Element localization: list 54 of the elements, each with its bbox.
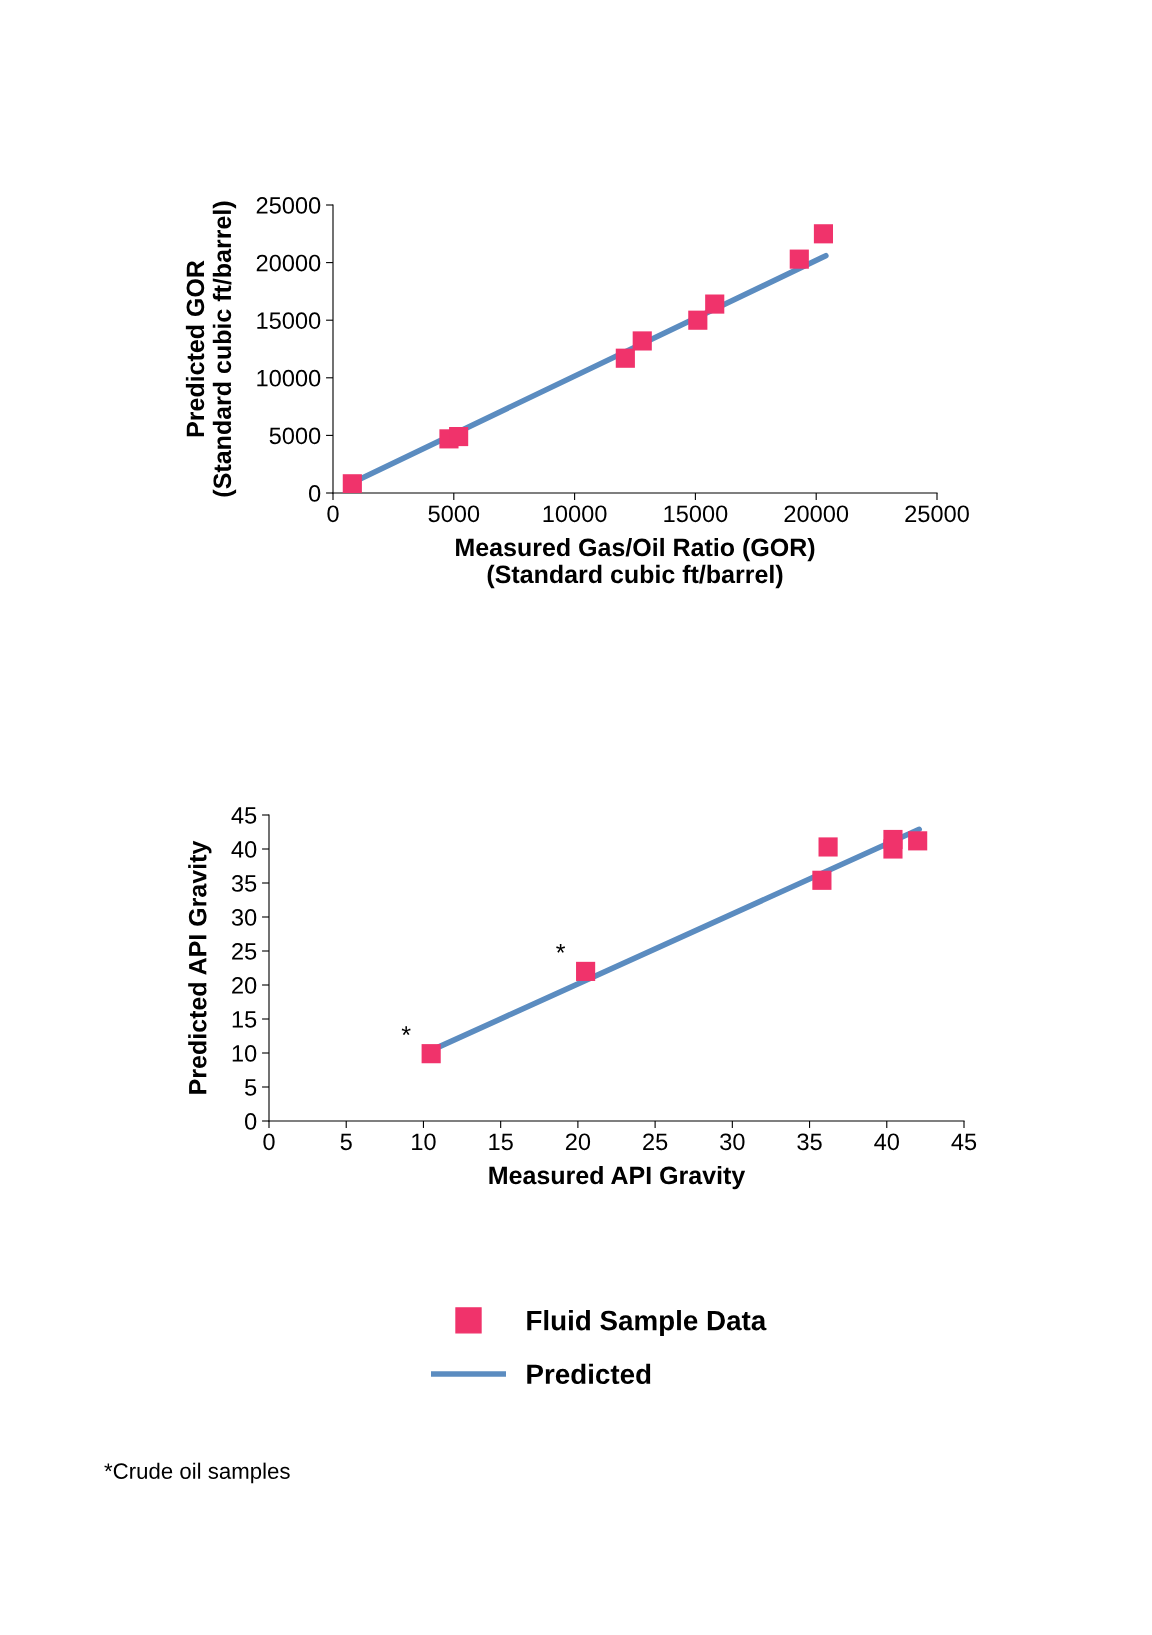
y-tick-label: 25000 (256, 197, 321, 214)
point (615, 348, 635, 368)
y-tick-label: 5000 (269, 427, 321, 445)
y-axis-title: Predicted GOR (Standard cubic ft/barrel) (185, 201, 237, 497)
point (688, 310, 708, 330)
x-tick-label: 0 (327, 505, 339, 523)
y-tick-label: 40 (231, 841, 257, 858)
point (812, 870, 832, 890)
y-tick-label: 30 (231, 909, 257, 926)
point (813, 224, 834, 244)
y-tick-label: 0 (244, 1113, 257, 1130)
y-tick-label: 20000 (256, 254, 321, 272)
point (818, 837, 838, 857)
x-tick-label: 35 (797, 1133, 822, 1151)
y-tick-label: 15000 (257, 312, 321, 329)
y-tick-label: 10000 (257, 369, 321, 387)
x-tick-label: 5000 (428, 505, 480, 523)
x-tick-label: 20000 (784, 505, 849, 523)
x-tick-label: 15 (489, 1133, 513, 1151)
x-tick-label: 40 (874, 1133, 899, 1151)
y-tick-label: 0 (308, 485, 321, 502)
x-tick-label: 30 (720, 1133, 745, 1151)
y-tick-label: 25 (232, 943, 257, 960)
y-tick-label: 5 (245, 1079, 257, 1096)
x-tick-label: 10 (412, 1133, 436, 1151)
point (789, 249, 809, 269)
annotation: * (556, 944, 566, 953)
y-axis-title: Predicted API Gravity (188, 840, 212, 1094)
point (632, 331, 652, 351)
x-tick-label: 25 (643, 1133, 668, 1151)
y-tick-label: 35 (231, 875, 257, 892)
x-tick-label: 45 (951, 1133, 977, 1151)
legend-label: Fluid Sample Data (527, 1310, 767, 1336)
y-tick-label: 10 (232, 1045, 257, 1062)
x-tick-label: 5 (340, 1133, 352, 1151)
point (576, 961, 596, 981)
x-tick-label: 25000 (905, 505, 969, 523)
y-tick-label: 20 (232, 977, 257, 994)
x-tick-label: 15000 (664, 505, 728, 523)
x-tick-label: 10000 (543, 505, 607, 523)
point (908, 831, 928, 851)
x-axis-title: Measured Gas/Oil Ratio (GOR) (Standard cubic ft/barrel) (456, 537, 815, 589)
point (705, 294, 725, 314)
y-tick-label: 45 (231, 807, 257, 824)
point (449, 426, 469, 447)
annotation: * (401, 1026, 411, 1036)
text: *Crude oil samples (104, 1462, 290, 1484)
y-tick-label: 15 (232, 1011, 257, 1028)
point (883, 839, 903, 859)
point (421, 1044, 441, 1064)
legend-label: Predicted (527, 1363, 651, 1385)
point (342, 474, 362, 493)
x-tick-label: 20 (565, 1133, 591, 1151)
x-axis-title: Measured API Gravity (489, 1165, 746, 1190)
